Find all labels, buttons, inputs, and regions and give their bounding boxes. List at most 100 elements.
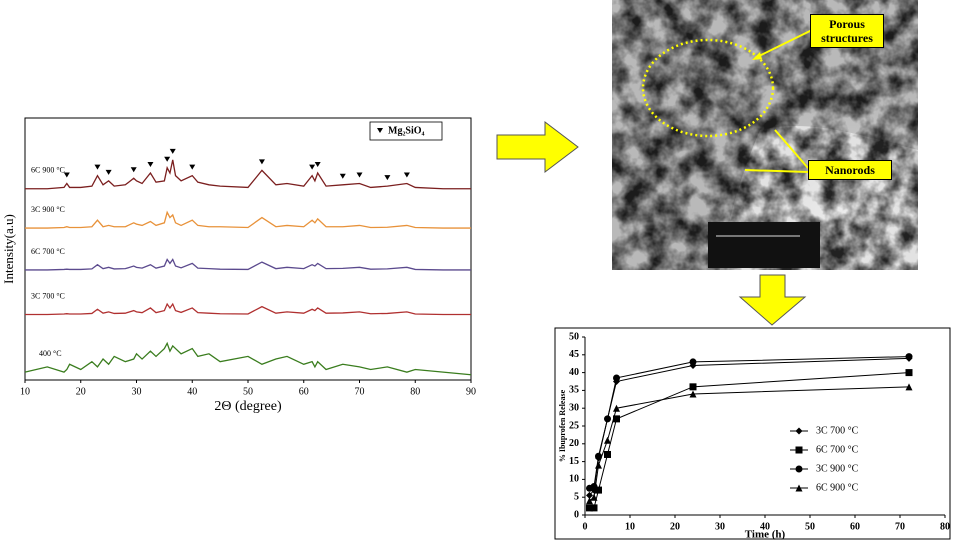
x-tick-label: 40 (760, 521, 770, 532)
marker (613, 374, 620, 382)
peak-marker (189, 164, 196, 170)
y-tick-label: 30 (569, 402, 579, 413)
series-line (25, 159, 471, 190)
annotation-nanorods: Nanorods (808, 160, 892, 180)
y-tick-label: 45 (569, 349, 579, 360)
marker (689, 383, 697, 391)
peak-marker (314, 162, 321, 168)
marker (586, 491, 593, 499)
marker (905, 353, 913, 361)
series-line (589, 372, 910, 509)
series-label: 400 °C (39, 349, 62, 358)
y-tick-label: 20 (569, 438, 579, 449)
marker (604, 415, 611, 423)
x-tick-label: 30 (132, 386, 142, 397)
series-line (25, 302, 471, 316)
legend-label: 3C 700 °C (816, 425, 859, 436)
series-label: 6C 700 °C (31, 247, 65, 256)
peak-marker (130, 167, 137, 173)
peak-marker (169, 148, 176, 154)
marker (595, 486, 602, 494)
legend-label: 6C 700 °C (816, 444, 859, 455)
peak-marker (384, 175, 391, 181)
y-tick-label: 35 (569, 385, 579, 396)
x-tick-label: 0 (583, 521, 588, 532)
x-tick-label: 20 (670, 521, 680, 532)
y-tick-label: 50 (569, 331, 579, 342)
marker (586, 497, 593, 505)
legend-label: Mg₂SiO₄ (388, 125, 425, 136)
x-tick-label: 40 (187, 386, 197, 397)
marker (905, 383, 913, 391)
x-tick-label: 10 (20, 386, 30, 397)
x-axis-label: Time (h) (745, 529, 786, 540)
marker (604, 450, 611, 458)
series-line (24, 341, 472, 376)
series-label: 3C 700 °C (31, 291, 65, 300)
legend-label: 3C 900 °C (816, 463, 859, 474)
y-tick-label: 0 (574, 509, 579, 520)
arrow-down (738, 274, 807, 326)
series-line (25, 258, 471, 271)
peak-marker (309, 164, 316, 170)
marker (795, 465, 803, 473)
series-line (589, 357, 910, 496)
peak-marker (164, 156, 171, 162)
x-tick-label: 50 (805, 521, 815, 532)
x-tick-label: 80 (940, 521, 950, 532)
x-tick-label: 70 (355, 386, 365, 397)
marker (905, 369, 913, 377)
release-border (554, 327, 951, 540)
marker (795, 427, 803, 435)
marker (590, 483, 598, 491)
xrd-frame (24, 117, 472, 381)
marker (586, 504, 593, 512)
marker (590, 504, 598, 512)
legend-label: 6C 900 °C (816, 482, 859, 493)
series-label: 3C 900 °C (31, 205, 65, 214)
series-line (25, 210, 471, 229)
x-tick-label: 80 (410, 386, 420, 397)
marker (595, 461, 602, 469)
peak-marker (63, 172, 70, 178)
y-tick-label: 10 (569, 474, 579, 485)
series-label: 6C 900 °C (31, 166, 65, 175)
x-tick-label: 90 (466, 386, 476, 397)
x-tick-label: 10 (625, 521, 635, 532)
y-tick-label: 15 (569, 456, 579, 467)
y-tick-label: 40 (569, 367, 579, 378)
legend-box (369, 121, 443, 141)
series-line (589, 356, 910, 489)
marker (795, 446, 803, 454)
x-axis-label: 2Θ (degree) (214, 399, 282, 414)
marker (689, 390, 697, 398)
marker (613, 404, 620, 412)
arrow-right (496, 120, 579, 174)
series-line (589, 386, 910, 502)
marker (590, 493, 598, 501)
y-axis-label: Intensity(a.u) (1, 214, 16, 284)
y-tick-label: 25 (569, 420, 579, 431)
y-axis-label: % Ibuprofen Release (558, 389, 567, 462)
annotation-porous: Porous structures (810, 14, 884, 48)
peak-marker (356, 172, 363, 178)
x-tick-label: 30 (715, 521, 725, 532)
peak-marker (403, 172, 410, 178)
peak-marker (258, 159, 265, 165)
marker (604, 436, 611, 444)
x-tick-label: 70 (895, 521, 905, 532)
marker (795, 484, 803, 492)
x-tick-label: 60 (850, 521, 860, 532)
x-tick-label: 50 (243, 386, 253, 397)
x-tick-label: 60 (299, 386, 309, 397)
marker (613, 415, 620, 423)
peak-marker (105, 169, 112, 175)
peak-marker (147, 162, 154, 168)
peak-marker (94, 164, 101, 170)
legend-marker (377, 128, 383, 133)
marker (595, 452, 602, 460)
x-tick-label: 20 (76, 386, 86, 397)
peak-marker (339, 173, 346, 179)
